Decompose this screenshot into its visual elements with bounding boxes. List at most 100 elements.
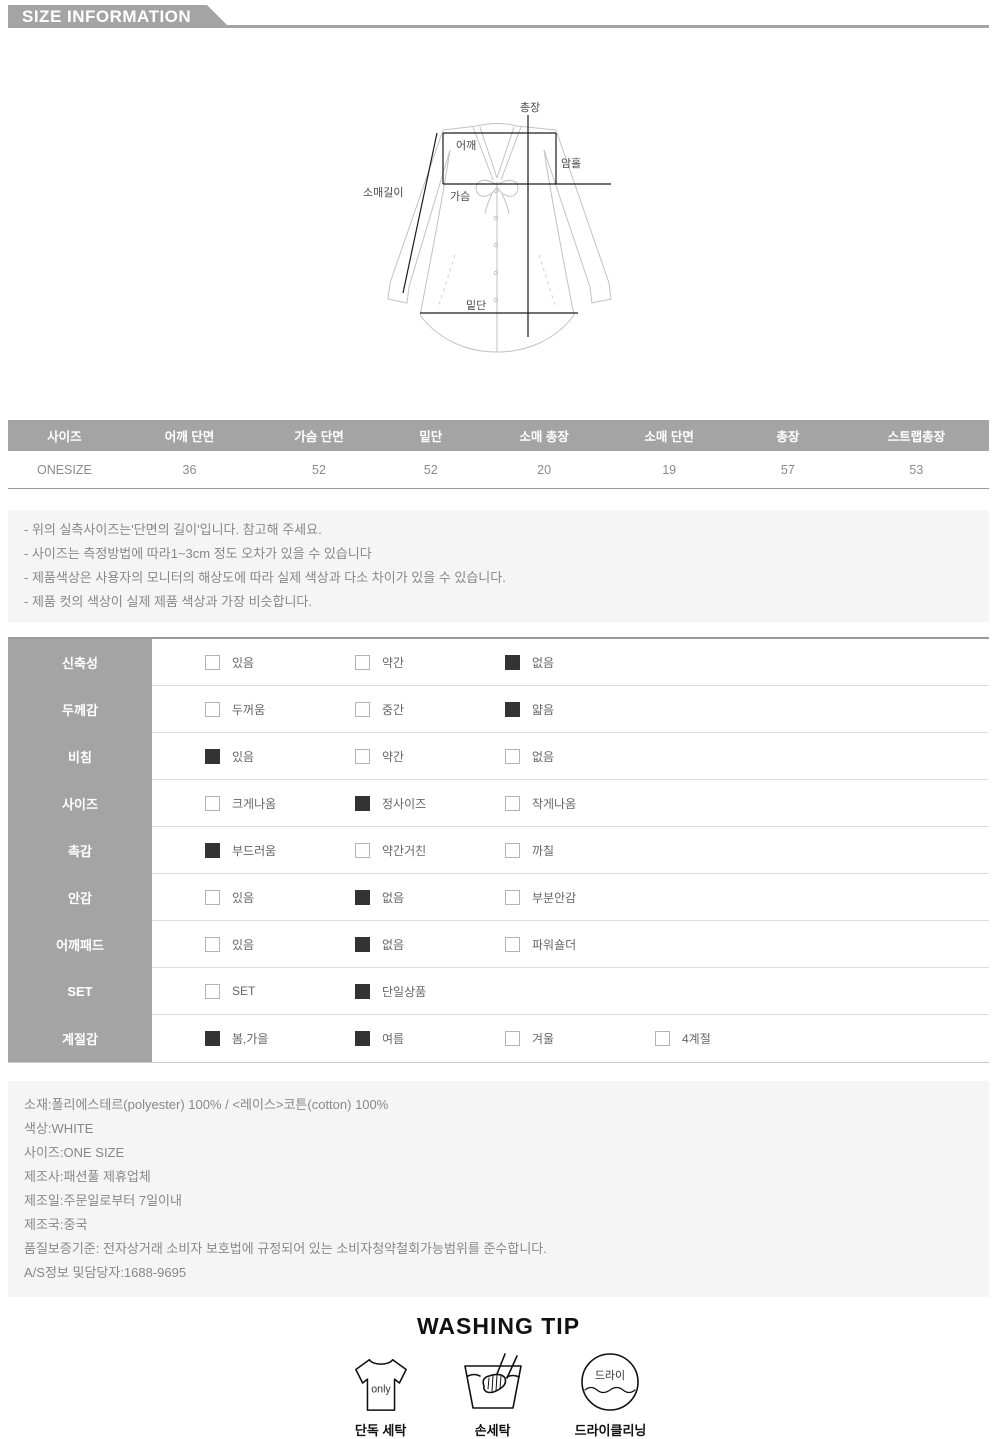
attribute-option-label: 없음 [532,749,555,764]
diagram-label-total-length: 총장 [520,101,540,114]
size-table-cell: 53 [843,451,989,489]
attribute-options: 있음 없음 파워숄더 [152,921,989,968]
product-info-line: 사이즈:ONE SIZE [24,1145,125,1160]
attribute-label: SET [8,968,152,1015]
garment-diagram-svg: 총장 어깨 암홀 소매길이 가슴 밑단 [363,101,612,353]
washing-item-separate-wash: only 단독 세탁 [351,1354,411,1439]
attribute-option-label: 있음 [232,749,255,764]
page-title: SIZE INFORMATION [8,5,230,28]
attribute-option: 중간 [355,701,505,718]
product-info-line: 제조일:주문일로부터 7일이내 [24,1193,182,1208]
attribute-option: 있음 [205,654,355,671]
attribute-option: 부드러움 [205,842,355,859]
checkbox-checked-icon [355,795,370,811]
size-table: 사이즈 어깨 단면 가슴 단면 밑단 소매 총장 소매 단면 총장 스트랩총장 ONESIZE… [8,420,989,489]
checkbox-unchecked-icon [505,795,520,811]
attribute-options: 두꺼움 중간 얇음 [152,686,989,733]
attribute-option: 두꺼움 [205,701,355,718]
checkbox-unchecked-icon [355,701,370,717]
washing-tip-section: WASHING TIP only 단독 세탁 [0,1313,997,1439]
size-table-cell: 20 [481,451,607,489]
size-table-cell: ONESIZE [8,451,121,489]
checkbox-checked-icon [205,842,220,858]
attribute-option: 파워숄더 [505,936,655,953]
checkbox-unchecked-icon [505,842,520,858]
attribute-row: 안감 있음 없음 부분안감 [8,874,989,921]
diagram-label-hem: 밑단 [466,299,486,312]
attribute-option-label: 여름 [382,1032,405,1046]
size-table-cell: 19 [606,451,732,489]
attribute-label: 사이즈 [8,780,152,827]
attribute-option-label: 없음 [532,655,555,670]
measurement-lines [402,115,611,337]
attribute-option-label: 부드러움 [232,843,277,858]
attribute-option-label: 4계절 [682,1032,711,1046]
dry-clean-icon: 드라이 [581,1353,640,1411]
size-table-header-cell: 스트랩총장 [843,420,989,451]
attribute-option: 없음 [505,748,655,765]
checkbox-checked-icon [205,1031,220,1046]
checkbox-unchecked-icon [205,936,220,952]
attribute-row: 두께감 두꺼움 중간 얇음 [8,686,989,733]
attribute-row: SET SET 단일상품 [8,968,989,1015]
attribute-option-label: 파워숄더 [532,937,577,952]
checkbox-checked-icon [505,654,520,670]
tshirt-only-text: only [371,1384,391,1396]
attribute-option-label: 단일상품 [382,984,427,999]
attribute-label: 비침 [8,733,152,780]
size-table-header-cell: 총장 [731,420,844,451]
attribute-option: 약간 [355,748,505,765]
size-table-body: ONESIZE 36 52 52 20 19 57 53 [8,451,989,489]
note-line: - 제품색상은 사용자의 모니터의 해상도에 따라 실제 색상과 다소 차이가 … [24,570,506,585]
attribute-options: 크게나옴 정사이즈 작게나옴 [152,780,989,827]
attribute-option-label: 있음 [232,937,255,952]
attribute-option-label: 두꺼움 [232,702,266,717]
size-table-row: ONESIZE 36 52 52 20 19 57 53 [8,451,989,489]
attribute-option-label: 없음 [382,937,405,952]
attribute-row: 어깨패드 있음 없음 파워숄더 [8,921,989,968]
attribute-option: 까칠 [505,842,655,859]
checkbox-checked-icon [355,936,370,952]
size-table-cell: 52 [379,451,482,489]
attribute-row: 비침 있음 약간 없음 [8,733,989,780]
checkbox-checked-icon [205,748,220,764]
attribute-option: 크게나옴 [205,795,355,812]
attribute-option: 약간거친 [355,842,505,859]
attribute-option-label: 있음 [232,890,255,905]
washing-item-label: 손세탁 [474,1423,511,1438]
header-underline [8,25,989,28]
size-table-header-cell: 어깨 단면 [120,420,259,451]
attribute-option: 봄,가을 [205,1030,355,1047]
checkbox-unchecked-icon [505,748,520,764]
attribute-option: SET [205,983,355,999]
diagram-label-armhole: 암홀 [561,157,581,170]
checkbox-unchecked-icon [205,701,220,717]
diagram-label-chest: 가슴 [450,190,470,203]
attribute-option: 없음 [355,889,505,906]
product-info-line: A/S정보 및담당자:1688-9695 [24,1265,187,1280]
attribute-option: 있음 [205,936,355,953]
washing-item-label: 드라이클리닝 [574,1423,647,1438]
attribute-option: 겨울 [505,1030,655,1047]
attribute-option-label: 겨울 [532,1032,555,1046]
size-table-cell: 52 [258,451,380,489]
washing-item-hand-wash: 손세탁 [461,1352,525,1439]
attribute-label: 계절감 [8,1015,152,1062]
checkbox-unchecked-icon [655,1031,670,1046]
hand-wash-icon [463,1353,522,1409]
size-table-header-cell: 가슴 단면 [258,420,380,451]
note-line: - 사이즈는 측정방법에 따라1~3cm 정도 오차가 있을 수 있습니다 [24,546,372,561]
attribute-option-label: SET [232,984,256,998]
product-info-line: 제조국:중국 [24,1217,88,1232]
attribute-option: 작게나옴 [505,795,655,812]
product-info: 소재:폴리에스테르(polyester) 100% / <레이스>코튼(cott… [8,1081,989,1297]
size-table-header-cell: 소매 단면 [606,420,732,451]
attribute-option-label: 부분안감 [532,890,577,905]
attribute-row: 계절감 봄,가을 여름 겨울 4계절 [8,1015,989,1062]
attribute-option: 정사이즈 [355,795,505,812]
checkbox-checked-icon [355,983,370,999]
attribute-options: 있음 없음 부분안감 [152,874,989,921]
attribute-options: 있음 약간 없음 [152,639,989,686]
size-notes: - 위의 실측사이즈는'단면의 길이'입니다. 참고해 주세요. - 사이즈는 측… [8,510,989,622]
attribute-row: 신축성 있음 약간 없음 [8,639,989,686]
